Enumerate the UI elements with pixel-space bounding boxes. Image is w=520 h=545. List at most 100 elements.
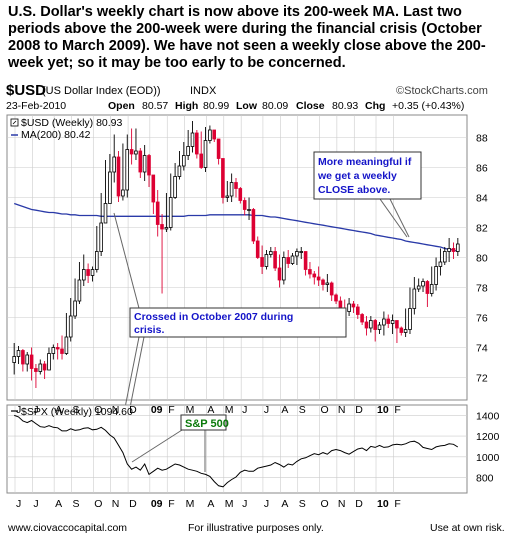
price-x-tick-label: 09 <box>151 404 163 416</box>
spx-panel <box>6 404 468 494</box>
annotation-crossed: Crossed in October 2007 during crisis. <box>113 212 347 449</box>
high-label: High <box>175 100 198 112</box>
candle-body <box>429 284 434 294</box>
candle-body <box>373 320 377 330</box>
candle-body <box>412 288 417 309</box>
candle-body <box>125 149 130 191</box>
footer: www.ciovaccocapital.com For illustrative… <box>0 522 520 542</box>
candle-body <box>295 251 299 257</box>
price-x-tick-label: O <box>320 404 328 416</box>
annotation-crossed-line-1: Crossed in October 2007 during <box>134 311 293 323</box>
spx-x-tick-label: 09 <box>151 498 163 510</box>
candle-body <box>199 153 204 168</box>
candle-body <box>55 347 60 350</box>
open-label: Open <box>108 100 135 112</box>
headline: U.S. Dollar's weekly chart is now above … <box>8 4 486 71</box>
spx-layer <box>14 414 459 488</box>
candle-body <box>255 240 260 258</box>
candle-body <box>312 273 317 278</box>
spx-x-tick-label: O <box>94 498 102 510</box>
spx-x-tick-label: M <box>186 498 195 510</box>
candle-body <box>155 201 160 225</box>
annotation-crossed-box <box>129 307 347 338</box>
price-x-tick-label: A <box>207 404 214 416</box>
candle-body <box>334 294 338 302</box>
candle-body <box>112 156 117 173</box>
candle-body <box>73 300 77 317</box>
candle-body <box>368 320 373 329</box>
spx-x-tick-label: M <box>225 498 234 510</box>
ma200-line <box>13 202 458 252</box>
spx-y-tick-label: 800 <box>476 472 494 484</box>
candle-body <box>38 363 43 372</box>
candle-body <box>221 158 225 198</box>
annotation-crossed-pointer-upper <box>113 212 141 313</box>
candle-body <box>42 363 47 371</box>
footer-risk: Use at own risk. <box>430 522 505 534</box>
candle-body <box>51 347 56 354</box>
candle-body <box>147 155 151 176</box>
candle-body <box>268 251 273 255</box>
candles <box>12 121 460 388</box>
candle-body <box>12 356 17 363</box>
stock-chart: $USD (US Dollar Index (EOD)) INDX ©Stock… <box>6 82 500 510</box>
candle-body <box>329 282 334 296</box>
spx-x-tick-label: F <box>394 498 400 510</box>
candle-body <box>364 321 369 329</box>
price-x-tick-label: J <box>16 404 21 416</box>
low-label: Low <box>236 100 258 112</box>
candle-body <box>151 174 156 203</box>
chart-symbol: $USD <box>6 82 46 99</box>
spx-x-tick-label: O <box>320 498 328 510</box>
candle-body <box>90 269 95 276</box>
price-x-tick-label: N <box>338 404 346 416</box>
stockcharts-brand: ©StockCharts.com <box>396 85 488 97</box>
price-legend-swatch-mark <box>12 120 17 125</box>
candle-body <box>129 149 134 155</box>
candle-body <box>164 227 169 230</box>
chg-value: +0.35 (+0.43%) <box>392 100 464 112</box>
candle-body <box>277 267 282 281</box>
annotation-meaningful-line-3: CLOSE above. <box>318 184 390 196</box>
candle-body <box>99 222 104 252</box>
spx-x-tick-label: J <box>16 498 21 510</box>
spx-x-tick-label: D <box>129 498 137 510</box>
candle-body <box>203 140 208 168</box>
price-x-tick-label: A <box>55 404 62 416</box>
candle-body <box>451 248 456 252</box>
annotation-meaningful-line-2: we get a weekly <box>317 170 397 182</box>
candle-body <box>234 182 238 189</box>
spx-legend: $SPX (Weekly) 1094.60 <box>11 406 133 418</box>
spx-y-axis: 800 1000 1200 1400 <box>476 410 500 484</box>
spx-legend-text: $SPX (Weekly) 1094.60 <box>21 406 133 418</box>
price-y-tick-label: 74 <box>476 343 488 355</box>
annotation-sp500: S&P 500 <box>131 414 229 472</box>
candle-body <box>168 197 173 228</box>
spx-x-tick-label: J <box>33 498 38 510</box>
candle-body <box>194 132 199 155</box>
price-x-tick-label: M <box>225 404 234 416</box>
spx-x-tick-label: N <box>338 498 346 510</box>
spx-y-tick-label: 1400 <box>476 410 500 422</box>
open-value: 80.57 <box>142 100 168 112</box>
candle-body <box>86 269 90 276</box>
candle-body <box>321 279 325 285</box>
spx-y-tick-label: 1200 <box>476 431 500 443</box>
candle-body <box>47 353 51 371</box>
candle-body <box>425 281 430 294</box>
annotation-crossed-line-2: crisis. <box>134 324 164 336</box>
candle-body <box>181 155 186 167</box>
spx-x-tick-label: 10 <box>377 498 389 510</box>
price-y-tick-label: 78 <box>476 283 488 295</box>
candle-body <box>238 188 243 201</box>
candle-body <box>416 285 421 290</box>
annotation-meaningful: More meaningful if we get a weekly CLOSE… <box>313 151 422 238</box>
price-legend: $USD (Weekly) 80.93 MA(200) 80.42 <box>10 117 123 141</box>
candle-body <box>299 251 303 253</box>
candle-body <box>325 282 330 285</box>
chart-exchange: INDX <box>190 85 217 97</box>
candle-body <box>225 195 230 198</box>
candle-body <box>242 200 247 210</box>
close-value: 80.93 <box>332 100 358 112</box>
candle-body <box>438 261 443 267</box>
